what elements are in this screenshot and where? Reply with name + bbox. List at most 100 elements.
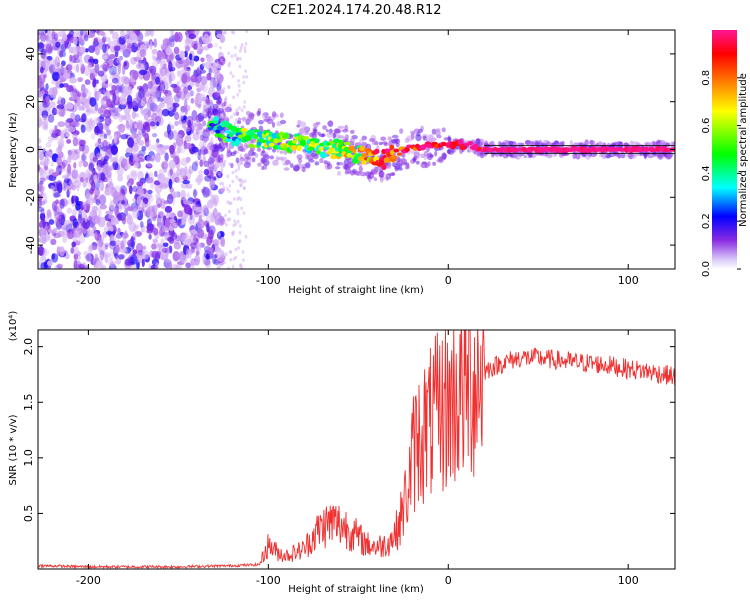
noise-cell: [66, 207, 73, 214]
noise-cell: [47, 114, 55, 123]
ridge-halo-cell: [332, 132, 336, 139]
noise-cell: [53, 192, 61, 198]
colorbar-tick-label: 0.2: [701, 213, 712, 229]
noise-cell: [243, 186, 246, 190]
ridge-halo-cell: [251, 157, 256, 163]
ridge-halo-cell: [349, 129, 355, 134]
noise-cell: [80, 83, 86, 94]
ridge-halo-cell: [203, 137, 208, 143]
ridge-halo-cell: [349, 137, 355, 145]
colorbar-tick-label: 0.4: [701, 165, 712, 181]
ridge-cell: [256, 141, 262, 146]
noise-cell: [244, 69, 248, 73]
noise-cell: [230, 54, 234, 58]
noise-cell: [181, 213, 189, 218]
noise-cell: [110, 100, 116, 109]
noise-cell: [187, 84, 193, 91]
noise-cell: [137, 139, 145, 146]
noise-cell: [54, 216, 62, 227]
noise-cell: [85, 48, 89, 53]
ridge-halo-cell: [422, 161, 427, 165]
noise-cell: [222, 242, 225, 247]
noise-cell: [64, 220, 71, 225]
noise-cell: [108, 135, 113, 140]
noise-cell: [123, 86, 131, 96]
noise-cell: [231, 170, 235, 175]
noise-cell: [152, 204, 158, 214]
ridge-halo-cell: [312, 153, 319, 160]
ridge-halo-cell: [244, 153, 250, 159]
noise-cell: [213, 198, 218, 208]
noise-cell: [64, 119, 71, 129]
noise-cell: [189, 53, 193, 61]
noise-cell: [48, 87, 56, 98]
noise-cell: [240, 206, 244, 211]
ridge-cell: [361, 153, 368, 158]
ridge-halo-cell: [475, 138, 481, 145]
noise-cell: [145, 125, 151, 133]
noise-cell: [62, 228, 68, 236]
noise-cell: [177, 252, 184, 259]
noise-cell: [89, 72, 96, 80]
noise-cell: [146, 155, 151, 162]
noise-cell: [85, 193, 93, 201]
ridge-halo-cell: [296, 124, 301, 128]
noise-cell: [147, 80, 153, 90]
noise-cell: [162, 89, 169, 95]
noise-cell: [172, 191, 180, 198]
noise-cell: [153, 55, 158, 63]
noise-cell: [181, 83, 189, 88]
ridge-halo-cell: [272, 159, 279, 166]
ridge-halo-cell: [412, 157, 417, 163]
noise-cell: [218, 64, 221, 69]
noise-cell: [92, 156, 99, 163]
ridge-cell: [383, 157, 391, 163]
noise-cell: [153, 38, 157, 48]
ridge-halo-cell: [243, 161, 251, 169]
noise-cell: [185, 45, 190, 52]
noise-cell: [47, 233, 53, 241]
y-tick-label: 40: [24, 47, 37, 61]
noise-cell: [223, 260, 226, 265]
noise-cell: [181, 73, 188, 84]
ridge-halo-cell: [349, 170, 356, 176]
noise-cell: [99, 113, 105, 119]
noise-cell: [202, 120, 207, 127]
noise-cell: [137, 249, 144, 256]
noise-cell: [59, 50, 64, 58]
noise-cell: [195, 128, 200, 135]
noise-cell: [59, 129, 67, 139]
noise-cell: [142, 61, 146, 72]
noise-cell: [146, 162, 153, 168]
ridge-halo-cell: [585, 153, 591, 160]
noise-cell: [212, 208, 218, 219]
noise-cell: [190, 74, 198, 83]
ridge-cell: [359, 145, 365, 152]
noise-cell: [72, 208, 77, 217]
noise-cell: [100, 98, 105, 106]
ridge-halo-cell: [239, 158, 243, 166]
noise-cell: [46, 209, 52, 218]
noise-cell: [152, 68, 158, 76]
ridge-halo-cell: [263, 164, 268, 170]
noise-cell: [94, 45, 100, 56]
ridge-cell: [260, 139, 268, 144]
ridge-halo-cell: [499, 151, 504, 157]
ridge-halo-cell: [256, 147, 262, 152]
noise-cell: [84, 214, 88, 223]
noise-cell: [58, 214, 63, 224]
noise-cell: [61, 60, 66, 67]
noise-cell: [189, 229, 197, 234]
noise-cell: [135, 30, 140, 36]
noise-cell: [73, 162, 77, 169]
noise-cell: [138, 59, 144, 64]
noise-cell: [235, 175, 239, 179]
noise-cell: [203, 160, 210, 167]
noise-cell: [151, 112, 158, 121]
noise-cell: [147, 189, 153, 195]
noise-cell: [149, 121, 156, 127]
noise-cell: [243, 100, 247, 104]
